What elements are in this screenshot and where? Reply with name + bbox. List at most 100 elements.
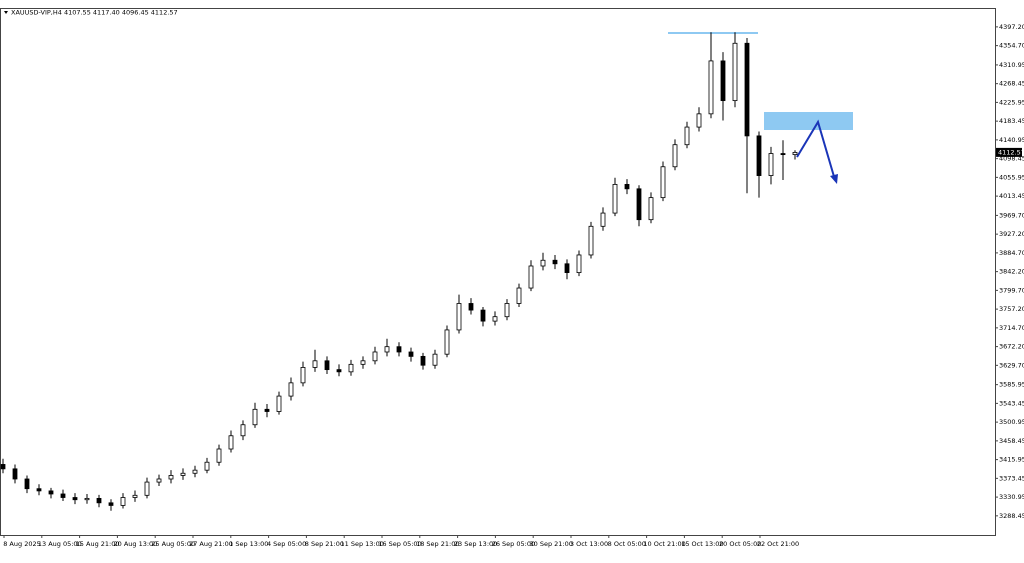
y-tick-label: 4310.95 <box>999 61 1024 69</box>
candle-body <box>672 144 678 168</box>
candle-body <box>660 166 666 199</box>
x-tick-label: 27 Aug 21:00 <box>189 540 233 548</box>
candle-body <box>408 351 414 357</box>
candle-body <box>372 351 378 362</box>
candle-body <box>600 212 606 227</box>
candle-body <box>516 287 522 304</box>
y-tick-label: 4268.45 <box>999 80 1024 88</box>
x-tick-label: 10 Oct 21:00 <box>643 540 685 548</box>
candle-body <box>636 188 642 221</box>
candle-body <box>552 259 558 265</box>
candle-body <box>132 494 138 498</box>
x-tick-label: 8 Oct 05:00 <box>608 540 646 548</box>
candle-body <box>324 360 330 371</box>
candle-body <box>312 360 318 368</box>
x-tick-label: 20 Oct 05:00 <box>719 540 761 548</box>
candle-body <box>336 369 342 373</box>
candle-body <box>276 395 282 412</box>
y-tick-label: 3373.45 <box>999 474 1024 482</box>
y-tick-label: 3585.95 <box>999 381 1024 389</box>
x-tick-label: 15 Oct 13:00 <box>681 540 723 548</box>
x-tick-label: 4 Sep 05:00 <box>267 540 306 548</box>
price-tag-label: 4112.57 <box>998 148 1024 156</box>
y-tick-label: 3500.95 <box>999 418 1024 426</box>
y-tick-label: 3330.95 <box>999 493 1024 501</box>
x-tick-label: 30 Sep 21:00 <box>530 540 573 548</box>
candle-body <box>84 497 90 501</box>
candle-body <box>528 265 534 289</box>
candle-body <box>468 303 474 311</box>
x-tick-label: 18 Sep 21:00 <box>416 540 459 548</box>
candle-body <box>588 225 594 256</box>
candle-body <box>384 346 390 353</box>
candle-body <box>348 363 354 373</box>
y-tick-label: 4225.95 <box>999 98 1024 106</box>
candle-body <box>432 353 438 366</box>
candle-body <box>444 329 450 355</box>
candle-body <box>744 42 750 137</box>
candle-body <box>684 126 690 146</box>
candle-body <box>12 468 18 480</box>
projection-arrow <box>796 119 836 181</box>
supply-zone <box>764 112 853 130</box>
candle-body <box>144 481 150 496</box>
candle-body <box>780 153 786 156</box>
candle-body <box>648 197 654 221</box>
candle-body <box>768 153 774 176</box>
y-tick-label: 3757.20 <box>999 305 1024 313</box>
y-tick-label: 3672.20 <box>999 343 1024 351</box>
candle-body <box>708 60 714 115</box>
candle-body <box>24 478 30 490</box>
candle-body <box>624 184 630 190</box>
candle-body <box>264 408 270 412</box>
x-tick-label: 20 Aug 13:00 <box>113 540 157 548</box>
x-tick-label: 8 Aug 2025 <box>3 540 41 548</box>
y-tick-label: 3714.70 <box>999 324 1024 332</box>
y-tick-label: 3799.70 <box>999 286 1024 294</box>
candle-body <box>204 461 210 471</box>
x-tick-label: 23 Sep 13:00 <box>454 540 497 548</box>
y-tick-label: 4013.45 <box>999 192 1024 200</box>
candle-body <box>72 497 78 501</box>
y-tick-label: 4354.70 <box>999 42 1024 50</box>
candle-body <box>492 316 498 322</box>
candle-body <box>792 151 798 156</box>
candle-body <box>252 408 258 426</box>
chart-title: XAUUSD-VIP,H4 4107.55 4117.40 4096.45 41… <box>11 9 178 17</box>
candle-body <box>720 60 726 102</box>
y-tick-label: 3543.45 <box>999 399 1024 407</box>
x-tick-label: 8 Sep 21:00 <box>305 540 344 548</box>
y-tick-label: 4140.95 <box>999 136 1024 144</box>
candle-body <box>300 367 306 384</box>
candle-body <box>288 382 294 397</box>
y-tick-label: 4183.45 <box>999 117 1024 125</box>
price-tag <box>996 147 1022 157</box>
candle-body <box>168 475 174 480</box>
y-tick-label: 3927.20 <box>999 230 1024 238</box>
candle-body <box>456 303 462 331</box>
candle-body <box>540 259 546 267</box>
y-tick-label: 3969.70 <box>999 211 1024 219</box>
candle-body <box>360 360 366 365</box>
y-tick-label: 3288.45 <box>999 512 1024 520</box>
candle-body <box>60 493 66 498</box>
candle-body <box>612 184 618 214</box>
candle-body <box>96 497 102 504</box>
y-tick-label: 3415.95 <box>999 456 1024 464</box>
candle-body <box>36 488 42 492</box>
candle-body <box>156 478 162 483</box>
candle-body <box>696 113 702 128</box>
y-tick-label: 4055.95 <box>999 173 1024 181</box>
candle-body <box>192 469 198 474</box>
y-tick-label: 3629.70 <box>999 361 1024 369</box>
candle-body <box>0 464 6 470</box>
y-tick-label: 3458.45 <box>999 437 1024 445</box>
candle-body <box>180 472 186 476</box>
candle-body <box>732 42 738 102</box>
candle-body <box>420 355 426 366</box>
candle-body <box>48 490 54 495</box>
candle-body <box>108 502 114 506</box>
x-tick-label: 25 Aug 05:00 <box>151 540 195 548</box>
candle-body <box>396 346 402 353</box>
